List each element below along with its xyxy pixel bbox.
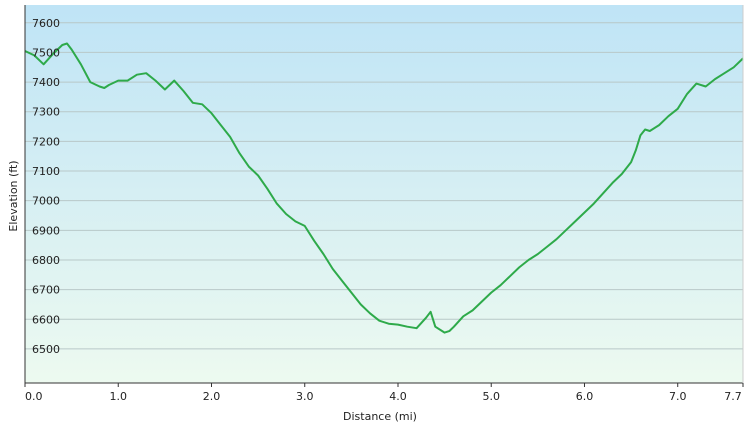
- x-tick-label: 6.0: [576, 390, 594, 403]
- y-axis-ticks: 6500 6600 6700 6800 6900 7000 7100 7200 7300 7400…: [32, 17, 60, 356]
- plot-area: [25, 5, 743, 383]
- x-tick-label: 0.0: [25, 390, 43, 403]
- y-tick-label: 6900: [32, 224, 60, 237]
- x-tick-label: 4.0: [389, 390, 407, 403]
- y-axis-title: Elevation (ft): [7, 160, 20, 231]
- y-tick-label: 7600: [32, 17, 60, 30]
- x-tick-label: 7.0: [669, 390, 687, 403]
- x-axis-ticks: 0.0 1.0 2.0 3.0 4.0 5.0 6.0 7.0 7.7: [24, 383, 744, 403]
- y-tick-label: 7400: [32, 76, 60, 89]
- x-tick-label: 7.7: [724, 390, 742, 403]
- y-tick-label: 7500: [32, 46, 60, 59]
- y-tick-label: 7000: [32, 195, 60, 208]
- x-axis-title: Distance (mi): [343, 410, 417, 423]
- x-tick-label: 5.0: [482, 390, 500, 403]
- y-tick-label: 6700: [32, 284, 60, 297]
- x-tick-label: 3.0: [296, 390, 314, 403]
- y-tick-label: 6500: [32, 343, 60, 356]
- x-tick-label: 2.0: [203, 390, 221, 403]
- y-tick-label: 7100: [32, 165, 60, 178]
- y-tick-label: 6600: [32, 313, 60, 326]
- elevation-series-line: [24, 42, 744, 334]
- x-tick-label: 1.0: [109, 390, 127, 403]
- y-tick-label: 7200: [32, 135, 60, 148]
- y-tick-label: 7300: [32, 106, 60, 119]
- grid-lines: [25, 22, 743, 350]
- y-tick-label: 6800: [32, 254, 60, 267]
